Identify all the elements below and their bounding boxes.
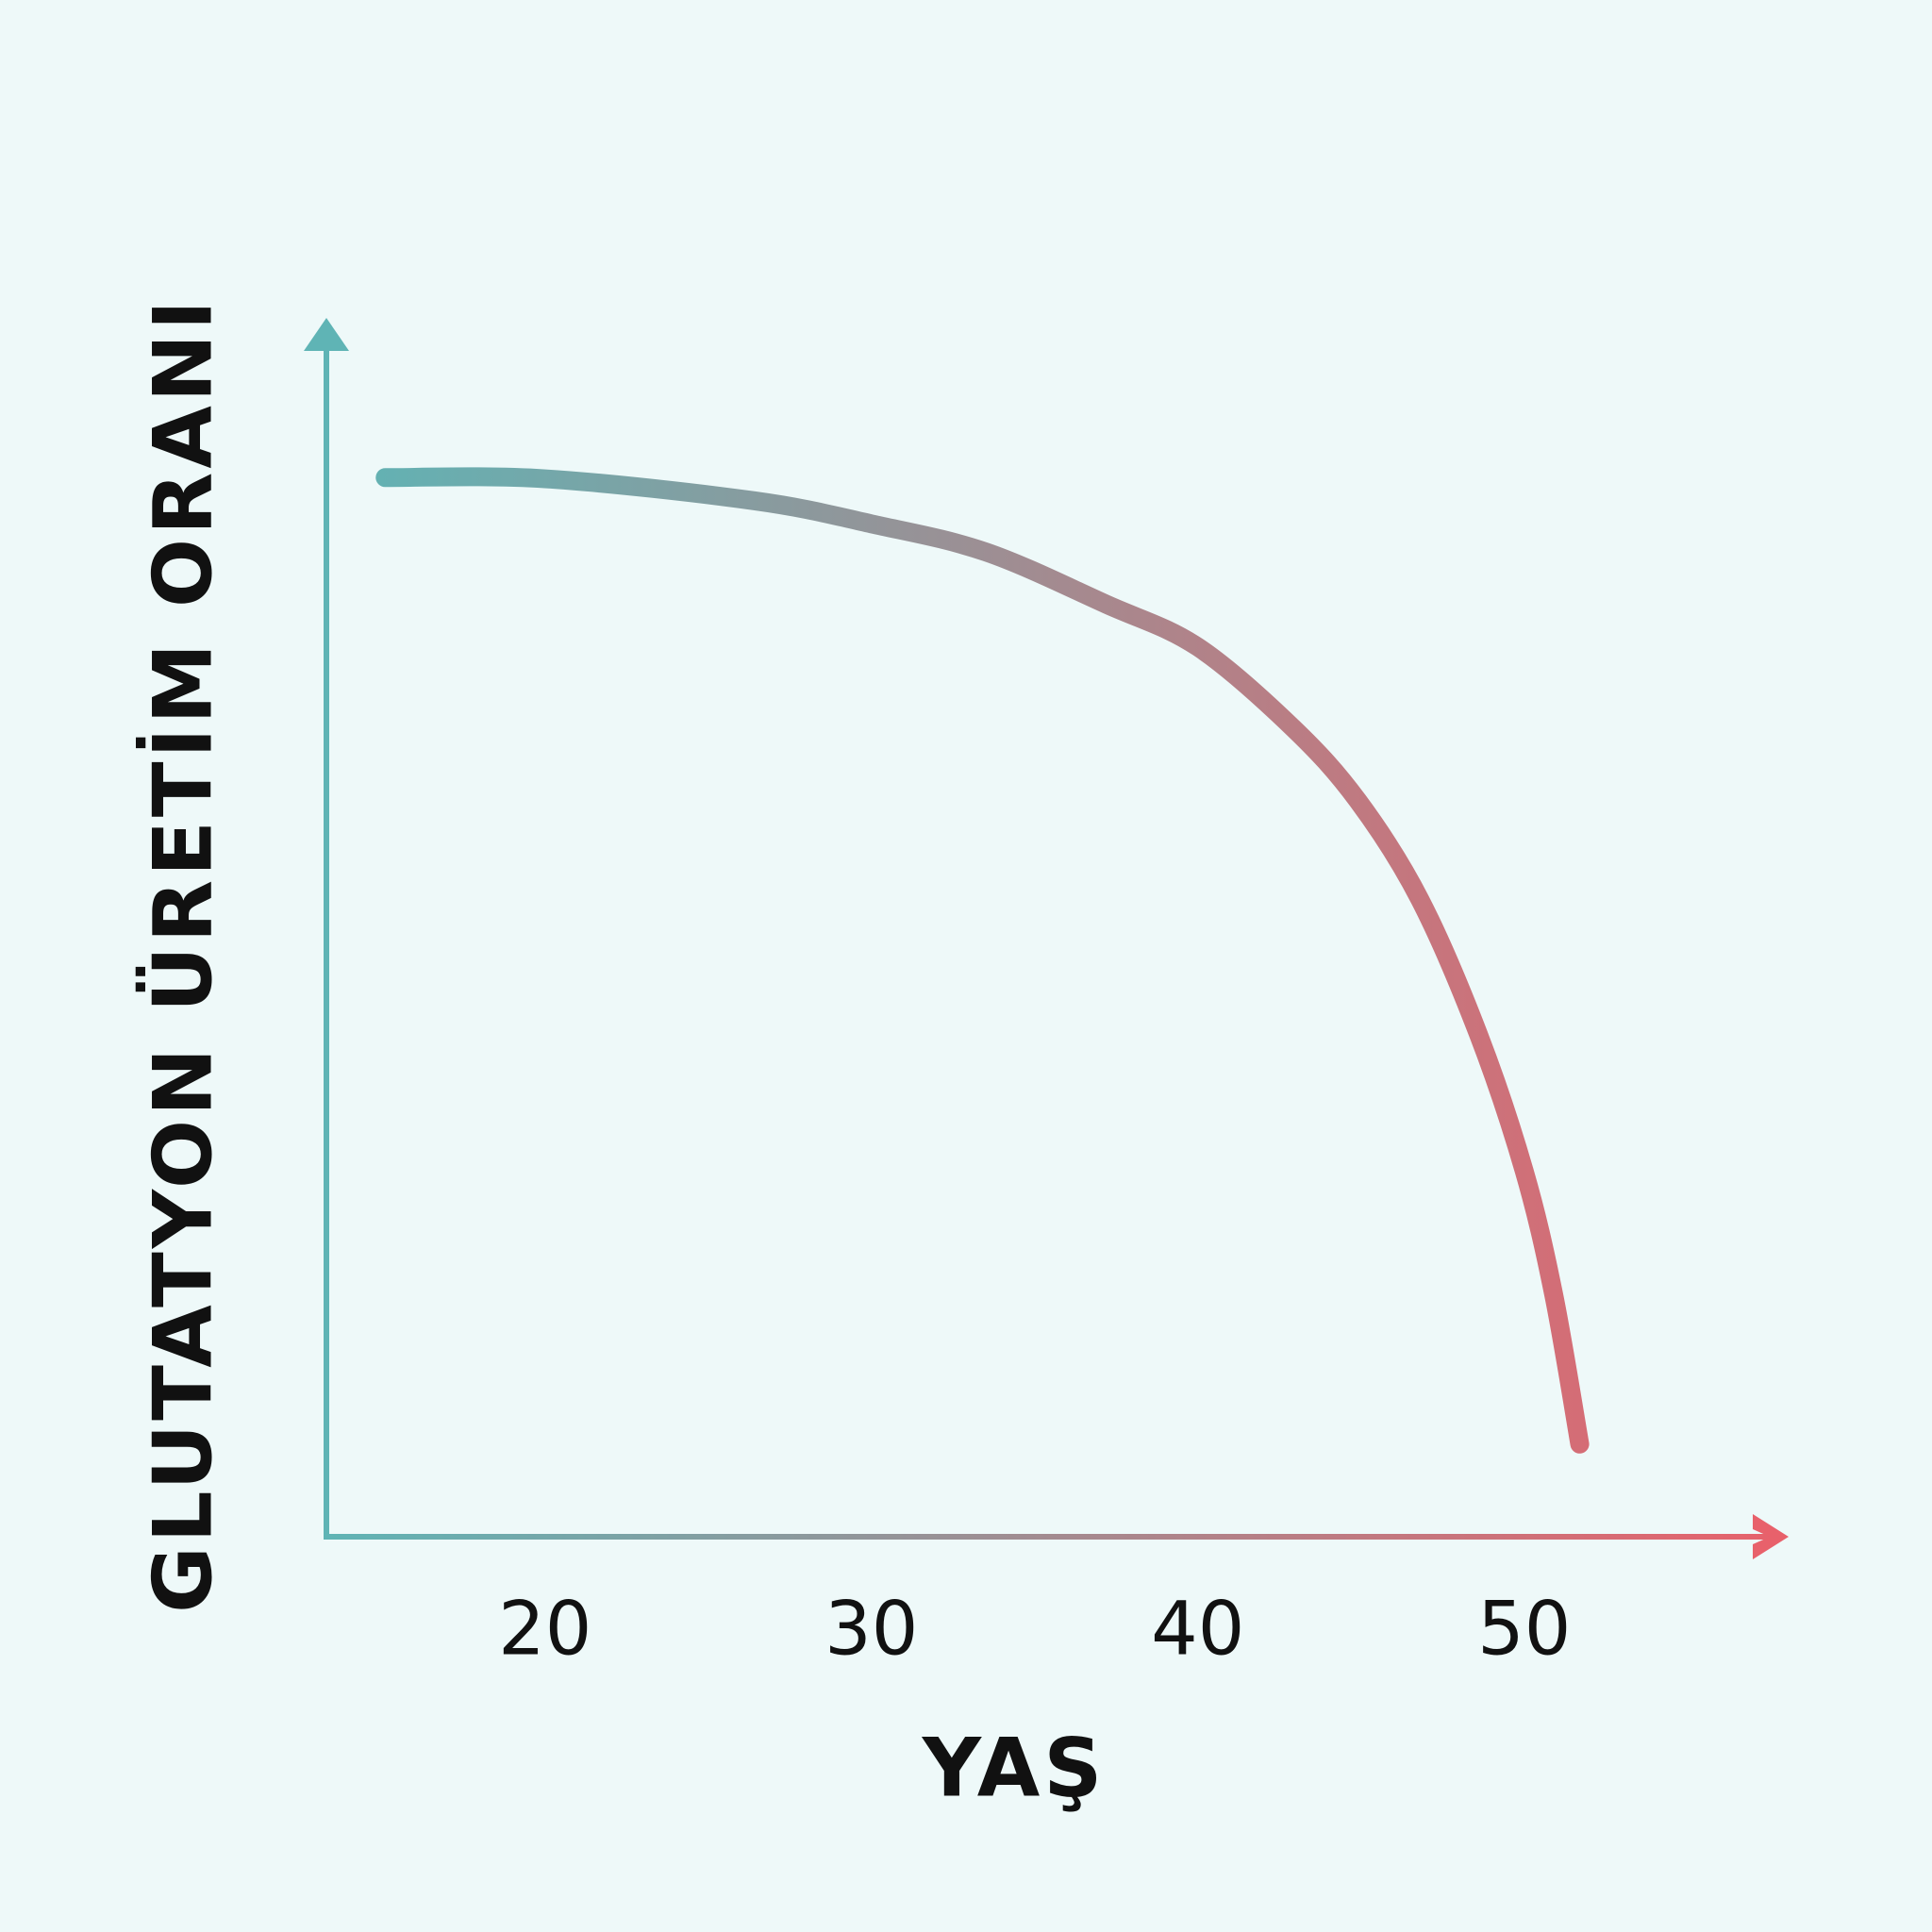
- x-tick-label: 40: [1151, 1587, 1244, 1672]
- x-tick-label: 30: [824, 1587, 918, 1672]
- y-axis-label: GLUTATYON ÜRETİM ORANI: [135, 296, 230, 1613]
- line: [375, 467, 1590, 1454]
- y-axis-arrow: [304, 318, 349, 351]
- x-axis-arrow: [1753, 1514, 1789, 1559]
- x-axis-label: YAŞ: [922, 1721, 1107, 1815]
- x-tick-label: 50: [1477, 1587, 1571, 1672]
- x-tick-label: 20: [498, 1587, 591, 1672]
